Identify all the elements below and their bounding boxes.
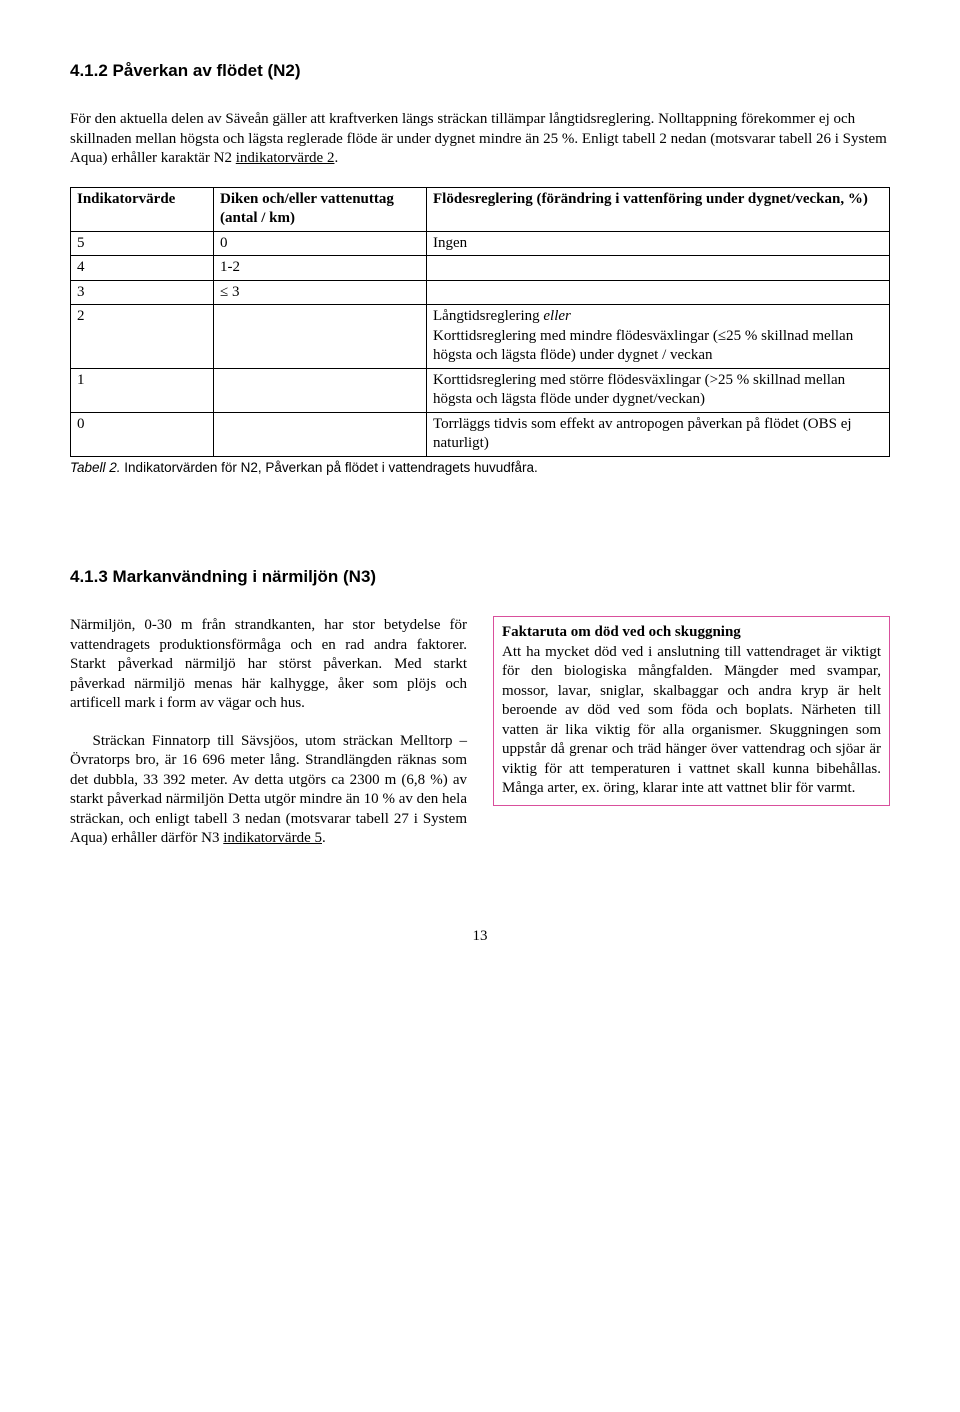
table-row: 3 ≤ 3 <box>71 280 890 305</box>
indicator-value-n3: indikatorvärde 5 <box>223 830 322 846</box>
page-number: 13 <box>70 927 890 947</box>
n3-paragraph-1: Närmiljön, 0-30 m från strandkanten, har… <box>70 616 467 714</box>
table-header-row: Indikatorvärde Diken och/eller vattenutt… <box>71 187 890 231</box>
fact-box: Faktaruta om död ved och skuggning Att h… <box>493 616 890 806</box>
cell-c1: 5 <box>71 231 214 256</box>
cell-c3 <box>427 256 890 281</box>
cell-c2 <box>214 305 427 369</box>
left-column: Närmiljön, 0-30 m från strandkanten, har… <box>70 616 467 867</box>
cell-c3: Torrläggs tidvis som effekt av antropoge… <box>427 412 890 456</box>
cell-text: Korttidsreglering med mindre flödesväxli… <box>433 328 853 364</box>
n3-paragraph-2: Sträckan Finnatorp till Sävsjöos, utom s… <box>70 732 467 849</box>
fact-box-title: Faktaruta om död ved och skuggning <box>502 623 881 643</box>
fact-box-body: Att ha mycket död ved i anslutning till … <box>502 643 881 799</box>
table-header-col1: Indikatorvärde <box>71 187 214 231</box>
indicator-value-n2: indikatorvärde 2 <box>236 150 335 166</box>
cell-italic: eller <box>543 308 571 324</box>
table-header-col3: Flödesreglering (förändring i vattenföri… <box>427 187 890 231</box>
cell-c2 <box>214 412 427 456</box>
cell-c2 <box>214 368 427 412</box>
cell-c1: 0 <box>71 412 214 456</box>
cell-text: Långtidsreglering <box>433 308 543 324</box>
two-column-layout: Närmiljön, 0-30 m från strandkanten, har… <box>70 616 890 867</box>
caption-label: Tabell 2. <box>70 460 121 475</box>
section-heading-n3: 4.1.3 Markanvändning i närmiljön (N3) <box>70 566 890 588</box>
table-caption: Tabell 2. Indikatorvärden för N2, Påverk… <box>70 459 890 477</box>
cell-c3: Korttidsreglering med större flödesväxli… <box>427 368 890 412</box>
table-row: 0 Torrläggs tidvis som effekt av antropo… <box>71 412 890 456</box>
caption-text: Indikatorvärden för N2, Påverkan på flöd… <box>121 460 538 475</box>
table-row: 1 Korttidsreglering med större flödesväx… <box>71 368 890 412</box>
table-row: 5 0 Ingen <box>71 231 890 256</box>
cell-c3: Ingen <box>427 231 890 256</box>
table-row: 4 1-2 <box>71 256 890 281</box>
para-text-end: . <box>334 150 338 166</box>
section-n2-paragraph: För den aktuella delen av Säveån gäller … <box>70 110 890 169</box>
indicator-table: Indikatorvärde Diken och/eller vattenutt… <box>70 187 890 457</box>
para-text-end: . <box>322 830 326 846</box>
para-text: För den aktuella delen av Säveån gäller … <box>70 111 887 166</box>
cell-c3 <box>427 280 890 305</box>
cell-c1: 3 <box>71 280 214 305</box>
cell-c2: 0 <box>214 231 427 256</box>
section-heading-n2: 4.1.2 Påverkan av flödet (N2) <box>70 60 890 82</box>
table-header-col2: Diken och/eller vattenuttag (antal / km) <box>214 187 427 231</box>
table-row: 2 Långtidsreglering eller Korttidsregleri… <box>71 305 890 369</box>
cell-c2: ≤ 3 <box>214 280 427 305</box>
cell-c2: 1-2 <box>214 256 427 281</box>
cell-c3: Långtidsreglering eller Korttidsreglering… <box>427 305 890 369</box>
cell-c1: 1 <box>71 368 214 412</box>
cell-c1: 2 <box>71 305 214 369</box>
cell-c1: 4 <box>71 256 214 281</box>
right-column: Faktaruta om död ved och skuggning Att h… <box>493 616 890 867</box>
